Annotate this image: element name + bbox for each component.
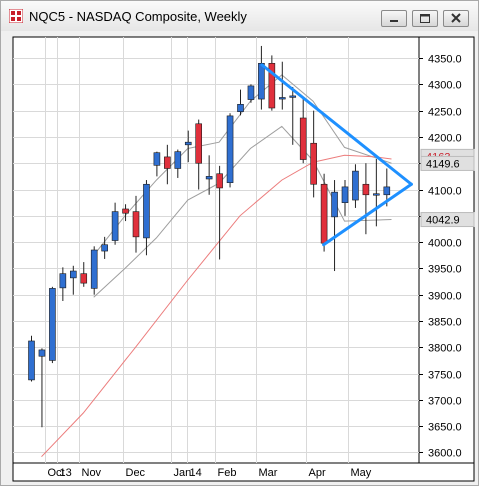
x-tick-label: Apr bbox=[309, 467, 326, 479]
candle-up[interactable] bbox=[59, 273, 67, 289]
candle-up[interactable] bbox=[205, 176, 213, 180]
candle-up[interactable] bbox=[184, 141, 192, 146]
candle-down[interactable] bbox=[164, 156, 171, 169]
candle-up[interactable] bbox=[174, 151, 182, 169]
y-tick-label: 3950.0 bbox=[428, 264, 462, 276]
candle-up[interactable] bbox=[258, 62, 265, 100]
candle-up[interactable] bbox=[341, 186, 349, 203]
candle-up[interactable] bbox=[111, 211, 119, 241]
close-button[interactable] bbox=[443, 10, 469, 27]
candle-up[interactable] bbox=[90, 249, 98, 289]
y-tick-label: 3700.0 bbox=[428, 396, 462, 408]
close-icon bbox=[451, 13, 461, 23]
candle-up[interactable] bbox=[278, 97, 286, 100]
window-title: NQC5 - NASDAQ Composite, Weekly bbox=[29, 9, 247, 24]
candle-up[interactable] bbox=[237, 104, 244, 112]
x-tick-label: May bbox=[351, 467, 372, 479]
y-tick-label: 3900.0 bbox=[428, 291, 462, 303]
x-tick-label: Nov bbox=[82, 467, 102, 479]
x-tick-label: Dec bbox=[126, 467, 146, 479]
candle-up[interactable] bbox=[247, 85, 255, 100]
y-tick-label: 4250.0 bbox=[428, 107, 462, 119]
candle-down[interactable] bbox=[268, 62, 276, 109]
x-tick-label: Oct bbox=[48, 467, 65, 479]
candle-down[interactable] bbox=[122, 208, 129, 214]
minimize-button[interactable] bbox=[381, 10, 407, 27]
candle-down[interactable] bbox=[132, 211, 140, 238]
x-tick-label: Feb bbox=[218, 467, 237, 479]
price-tag-label: 4149.6 bbox=[426, 158, 460, 170]
x-axis-panel bbox=[12, 462, 475, 482]
candle-down[interactable] bbox=[320, 183, 328, 244]
x-tick-label: Jan bbox=[174, 467, 192, 479]
x-tick-label: 14 bbox=[190, 467, 202, 479]
candle-down[interactable] bbox=[195, 123, 202, 164]
candle-up[interactable] bbox=[153, 152, 161, 166]
candle-down[interactable] bbox=[80, 273, 88, 284]
y-tick-label: 4200.0 bbox=[428, 133, 462, 145]
candle-down[interactable] bbox=[299, 117, 307, 160]
candle-up[interactable] bbox=[383, 186, 391, 196]
candle-up[interactable] bbox=[70, 270, 77, 279]
y-tick-label: 4350.0 bbox=[428, 54, 462, 66]
price-tag bbox=[420, 155, 475, 171]
x-tick-label: 13 bbox=[60, 467, 72, 479]
y-tick-label: 3600.0 bbox=[428, 448, 462, 460]
minimize-icon bbox=[390, 20, 398, 22]
y-tick-label: 4000.0 bbox=[428, 238, 462, 250]
y-tick-label: 3750.0 bbox=[428, 370, 462, 382]
candle-up[interactable] bbox=[226, 115, 234, 183]
candle-up[interactable] bbox=[28, 340, 35, 381]
candle-down[interactable] bbox=[310, 142, 317, 185]
candle-down[interactable] bbox=[362, 183, 370, 196]
candle-up[interactable] bbox=[49, 288, 56, 361]
trendline[interactable] bbox=[322, 182, 413, 247]
y-tick-label: 4300.0 bbox=[428, 80, 462, 92]
candle-up[interactable] bbox=[289, 95, 297, 98]
candle-up[interactable] bbox=[38, 349, 46, 357]
y-tick-label: 3800.0 bbox=[428, 343, 462, 355]
candle-down[interactable] bbox=[216, 173, 223, 189]
candle-up[interactable] bbox=[373, 193, 380, 196]
trendline[interactable] bbox=[260, 63, 413, 186]
title-bar[interactable]: NQC5 - NASDAQ Composite, Weekly bbox=[1, 1, 478, 31]
grid-icon bbox=[9, 9, 23, 23]
maximize-icon bbox=[420, 14, 430, 23]
ma-fast-upper-line bbox=[93, 74, 392, 256]
y-tick-label: 3650.0 bbox=[428, 422, 462, 434]
y-tick-label: 3850.0 bbox=[428, 317, 462, 329]
candle-up[interactable] bbox=[331, 191, 338, 218]
y-tick-label: 4100.0 bbox=[428, 186, 462, 198]
candle-up[interactable] bbox=[101, 244, 108, 252]
y-axis-panel bbox=[418, 36, 475, 464]
candle-up[interactable] bbox=[143, 183, 150, 239]
ma-fast-lower-line bbox=[93, 125, 392, 298]
x-tick-label: Mar bbox=[259, 467, 278, 479]
ma-slow-line bbox=[41, 154, 392, 458]
price-tag-label: 4042.9 bbox=[426, 215, 460, 227]
candle-up[interactable] bbox=[352, 170, 359, 201]
price-tag bbox=[420, 212, 475, 228]
maximize-button[interactable] bbox=[412, 10, 438, 27]
